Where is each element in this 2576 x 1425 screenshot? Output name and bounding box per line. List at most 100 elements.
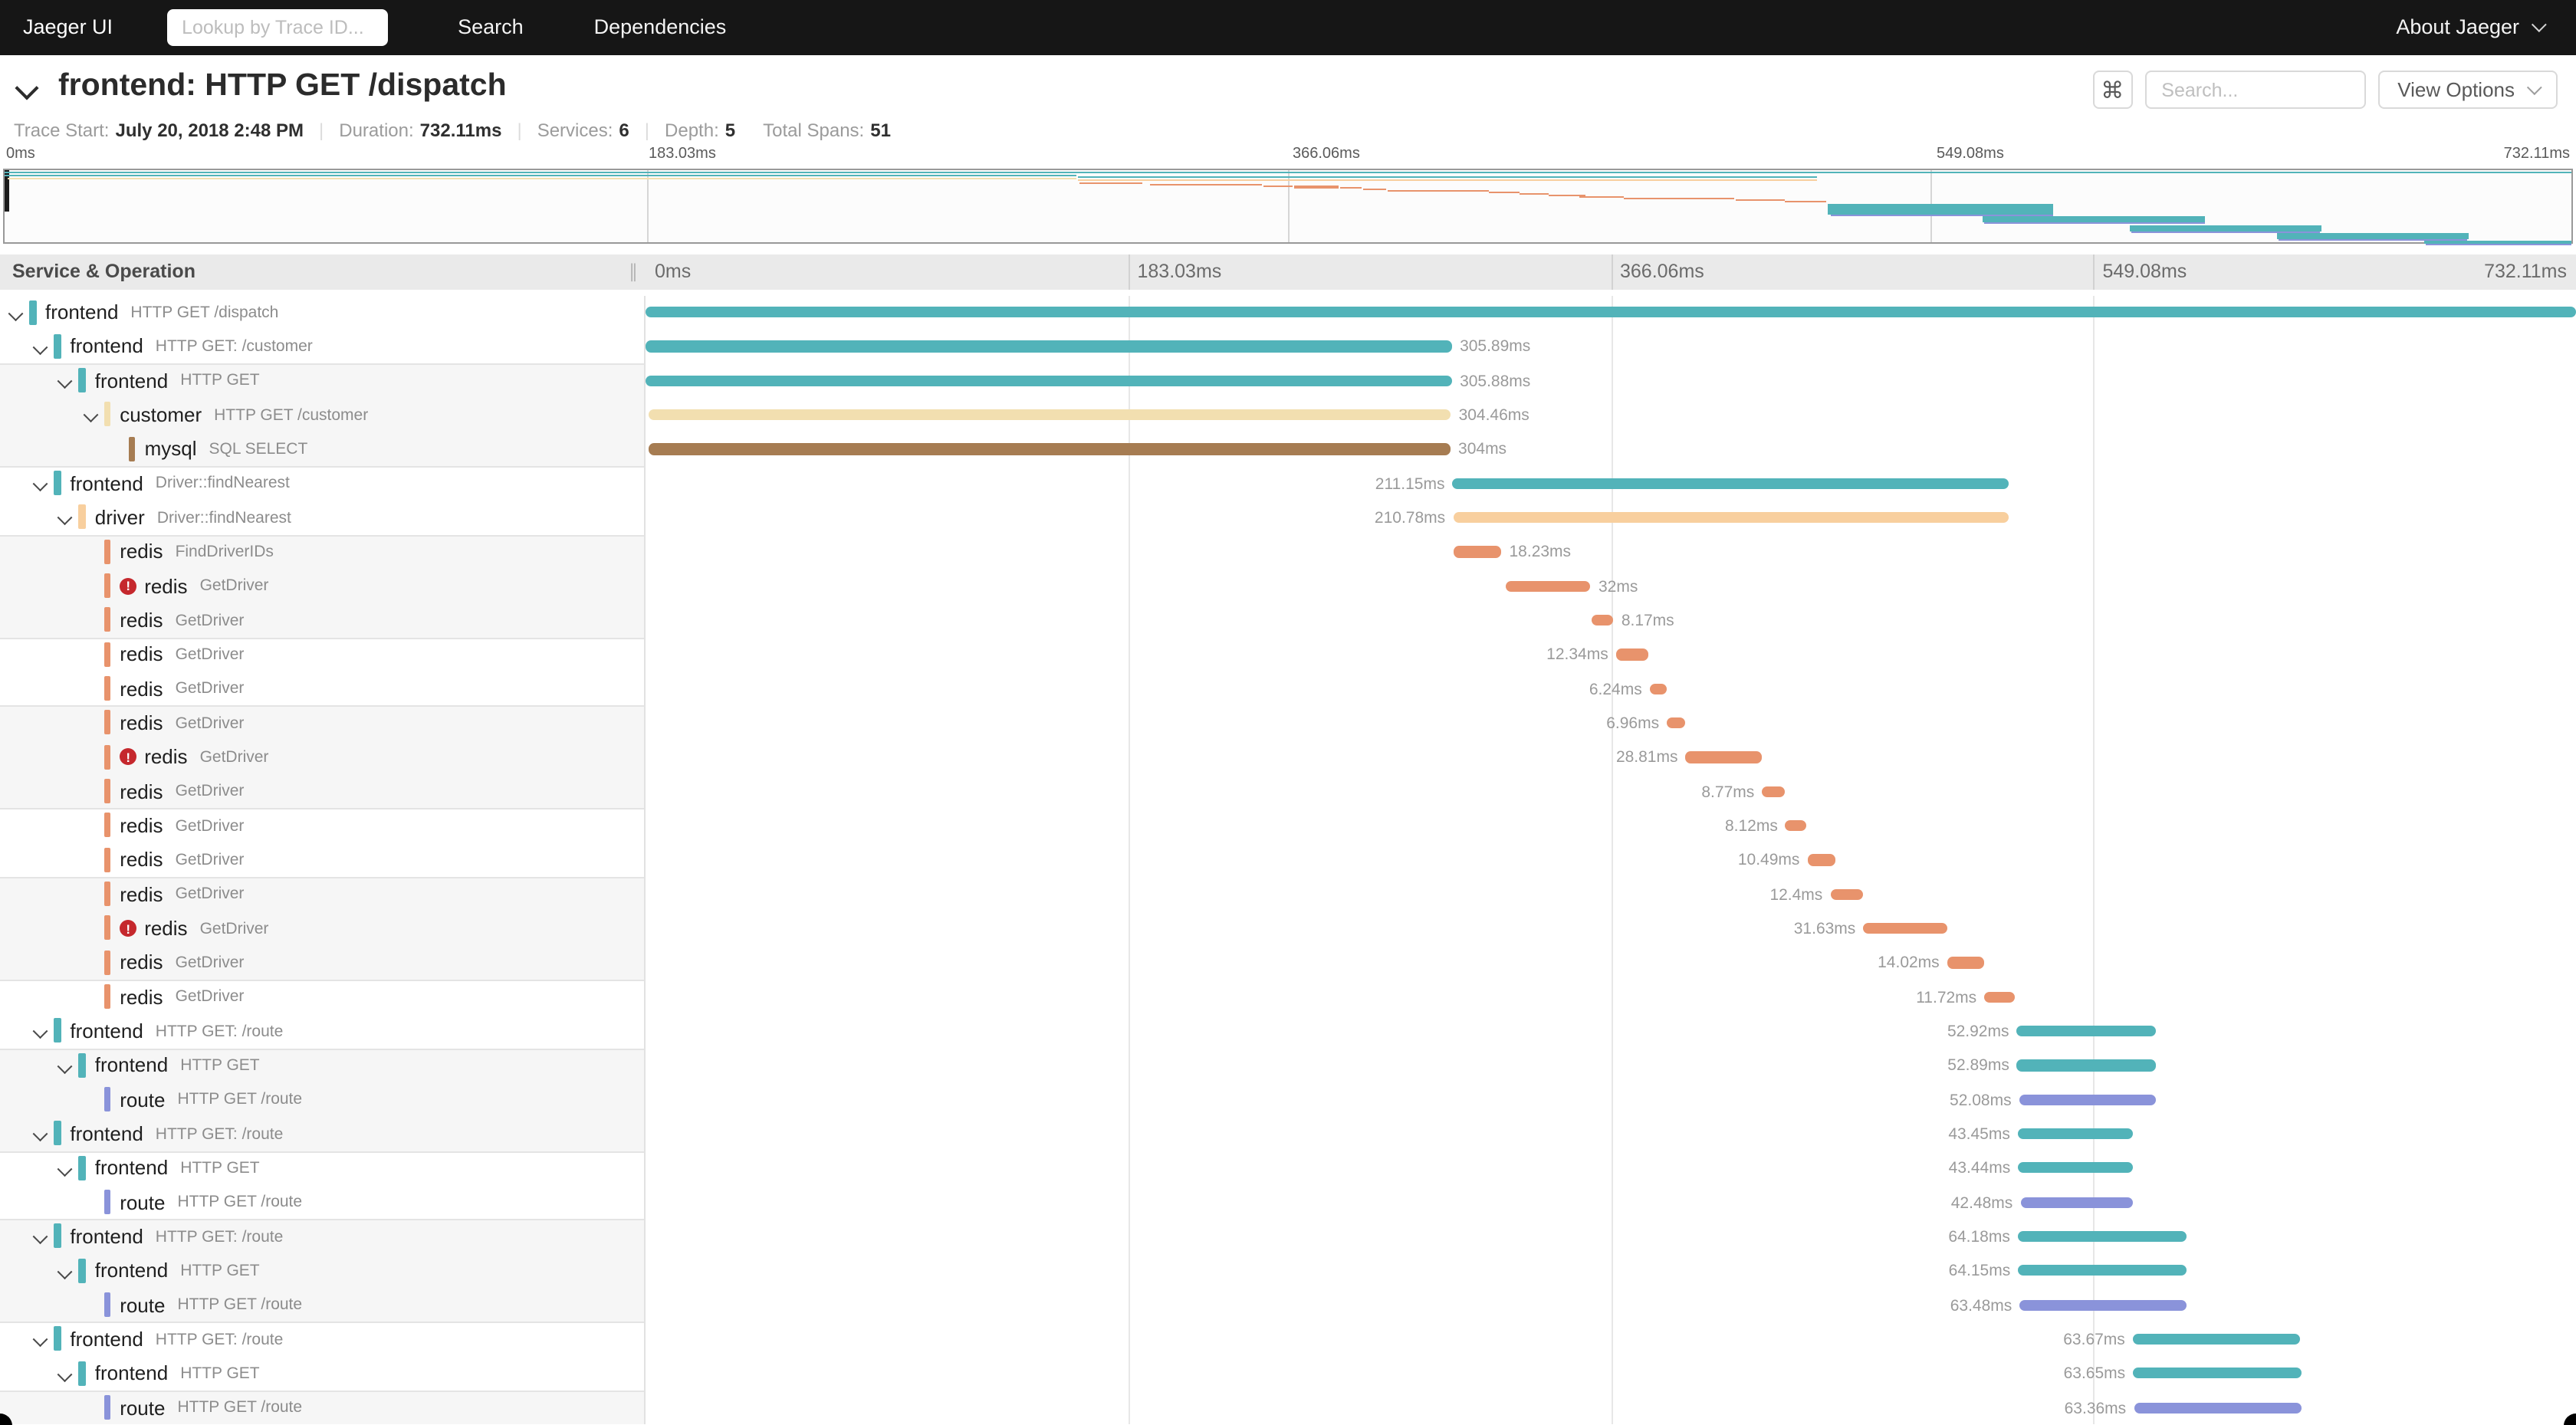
span-bar[interactable]: [2016, 1059, 2157, 1071]
span-row[interactable]: redis GetDriver 14.02ms: [0, 945, 2576, 980]
minimap-scrubber-handle[interactable]: [5, 170, 8, 212]
span-bar[interactable]: [2018, 1162, 2133, 1174]
nav-item-search[interactable]: Search: [458, 15, 524, 39]
span-name-cell[interactable]: frontend HTTP GET: /route: [0, 1116, 646, 1151]
span-bar[interactable]: [2132, 1333, 2301, 1345]
span-name-cell[interactable]: redis FindDriverIDs: [0, 534, 646, 570]
span-row[interactable]: frontend HTTP GET /dispatch: [0, 295, 2576, 330]
span-name-cell[interactable]: frontend HTTP GET: [0, 1048, 646, 1083]
span-row[interactable]: frontend HTTP GET: /route 63.67ms: [0, 1322, 2576, 1357]
span-name-cell[interactable]: route HTTP GET /route: [0, 1082, 646, 1117]
span-row[interactable]: driver Driver::findNearest 210.78ms: [0, 500, 2576, 535]
collapse-trace-chevron-icon[interactable]: [15, 76, 39, 100]
span-row[interactable]: frontend HTTP GET: /route 64.18ms: [0, 1219, 2576, 1254]
span-bar[interactable]: [648, 409, 1451, 421]
span-row[interactable]: redis GetDriver 8.17ms: [0, 603, 2576, 638]
span-bar[interactable]: [2133, 1368, 2302, 1379]
about-jaeger-menu[interactable]: About Jaeger: [2396, 16, 2547, 39]
span-bar[interactable]: [649, 443, 1451, 455]
span-row[interactable]: mysql SQL SELECT 304ms: [0, 432, 2576, 467]
span-bar[interactable]: [1807, 854, 1835, 866]
span-row[interactable]: customer HTTP GET /customer 304.46ms: [0, 397, 2576, 432]
span-row[interactable]: redis GetDriver 12.34ms: [0, 637, 2576, 672]
span-name-cell[interactable]: frontend Driver::findNearest: [0, 466, 646, 501]
chevron-down-icon[interactable]: [58, 1366, 73, 1381]
span-bar[interactable]: [1667, 717, 1685, 729]
span-bar[interactable]: [2017, 1230, 2187, 1243]
span-bar[interactable]: [1685, 751, 1762, 763]
span-name-cell[interactable]: redis GetDriver: [0, 637, 646, 672]
span-row[interactable]: redis FindDriverIDs 18.23ms: [0, 534, 2576, 570]
chevron-down-icon[interactable]: [58, 1263, 73, 1279]
keyboard-shortcuts-button[interactable]: ⌘: [2092, 71, 2133, 109]
chevron-down-icon[interactable]: [33, 476, 48, 491]
span-name-cell[interactable]: redis GetDriver: [0, 808, 646, 843]
span-name-cell[interactable]: redis GetDriver: [0, 705, 646, 740]
span-row[interactable]: frontend HTTP GET 52.89ms: [0, 1048, 2576, 1083]
span-row[interactable]: ! redis GetDriver 32ms: [0, 569, 2576, 603]
chevron-down-icon[interactable]: [58, 511, 73, 525]
span-name-cell[interactable]: frontend HTTP GET: [0, 1151, 646, 1186]
span-name-cell[interactable]: frontend HTTP GET: [0, 1253, 646, 1289]
span-name-cell[interactable]: redis GetDriver: [0, 774, 646, 809]
span-row[interactable]: redis GetDriver 8.12ms: [0, 808, 2576, 843]
span-row[interactable]: route HTTP GET /route 63.36ms: [0, 1391, 2576, 1425]
span-name-cell[interactable]: redis GetDriver: [0, 842, 646, 878]
span-bar[interactable]: [646, 375, 1453, 386]
chevron-down-icon[interactable]: [58, 1161, 73, 1176]
span-row[interactable]: ! redis GetDriver 28.81ms: [0, 740, 2576, 775]
span-name-cell[interactable]: ! redis GetDriver: [0, 911, 646, 946]
chevron-down-icon[interactable]: [33, 1127, 48, 1141]
span-row[interactable]: frontend HTTP GET: /route 43.45ms: [0, 1116, 2576, 1151]
chevron-down-icon[interactable]: [33, 1024, 48, 1039]
span-name-cell[interactable]: frontend HTTP GET: /route: [0, 1013, 646, 1049]
span-row[interactable]: frontend HTTP GET: /route 52.92ms: [0, 1013, 2576, 1049]
chevron-down-icon[interactable]: [8, 305, 23, 320]
span-name-cell[interactable]: frontend HTTP GET: [0, 1356, 646, 1391]
span-row[interactable]: route HTTP GET /route 52.08ms: [0, 1082, 2576, 1117]
span-name-cell[interactable]: ! redis GetDriver: [0, 569, 646, 603]
span-bar[interactable]: [1452, 478, 2009, 489]
chevron-down-icon[interactable]: [33, 339, 48, 354]
span-row[interactable]: redis GetDriver 11.72ms: [0, 980, 2576, 1014]
span-row[interactable]: redis GetDriver 10.49ms: [0, 842, 2576, 878]
nav-item-dependencies[interactable]: Dependencies: [593, 15, 727, 39]
span-name-cell[interactable]: frontend HTTP GET /dispatch: [0, 295, 646, 330]
span-name-cell[interactable]: route HTTP GET /route: [0, 1185, 646, 1220]
span-row[interactable]: redis GetDriver 6.96ms: [0, 705, 2576, 740]
span-row[interactable]: redis GetDriver 6.24ms: [0, 671, 2576, 706]
trace-search-input[interactable]: [2144, 71, 2366, 109]
chevron-down-icon[interactable]: [58, 1058, 73, 1073]
span-bar[interactable]: [2019, 1299, 2187, 1311]
span-bar[interactable]: [1506, 580, 1591, 592]
span-name-cell[interactable]: frontend HTTP GET: /route: [0, 1322, 646, 1357]
span-name-cell[interactable]: driver Driver::findNearest: [0, 500, 646, 535]
span-row[interactable]: frontend HTTP GET 64.15ms: [0, 1253, 2576, 1289]
trace-lookup-input[interactable]: [166, 8, 388, 46]
span-row[interactable]: frontend HTTP GET 305.88ms: [0, 363, 2576, 398]
view-options-button[interactable]: View Options: [2377, 71, 2558, 109]
span-bar[interactable]: [1453, 512, 2009, 524]
span-bar[interactable]: [2017, 1128, 2133, 1140]
span-bar[interactable]: [2016, 1025, 2157, 1037]
span-bar[interactable]: [1785, 820, 1807, 832]
span-row[interactable]: frontend HTTP GET 63.65ms: [0, 1356, 2576, 1391]
span-name-cell[interactable]: redis GetDriver: [0, 603, 646, 638]
span-row[interactable]: route HTTP GET /route 42.48ms: [0, 1185, 2576, 1220]
span-bar[interactable]: [2020, 1197, 2133, 1208]
chevron-down-icon[interactable]: [33, 1230, 48, 1244]
span-name-cell[interactable]: redis GetDriver: [0, 671, 646, 706]
span-name-cell[interactable]: route HTTP GET /route: [0, 1391, 646, 1425]
span-name-cell[interactable]: frontend HTTP GET: [0, 363, 646, 398]
span-bar[interactable]: [646, 340, 1453, 353]
span-bar[interactable]: [1863, 923, 1947, 934]
span-bar[interactable]: [2018, 1265, 2187, 1276]
span-bar[interactable]: [1947, 957, 1984, 969]
span-row[interactable]: frontend HTTP GET 43.44ms: [0, 1151, 2576, 1186]
span-name-cell[interactable]: mysql SQL SELECT: [0, 432, 646, 467]
span-name-cell[interactable]: ! redis GetDriver: [0, 740, 646, 775]
span-bar[interactable]: [1453, 546, 1502, 558]
span-bar[interactable]: [1649, 683, 1667, 694]
span-name-cell[interactable]: redis GetDriver: [0, 980, 646, 1014]
span-row[interactable]: route HTTP GET /route 63.48ms: [0, 1288, 2576, 1322]
